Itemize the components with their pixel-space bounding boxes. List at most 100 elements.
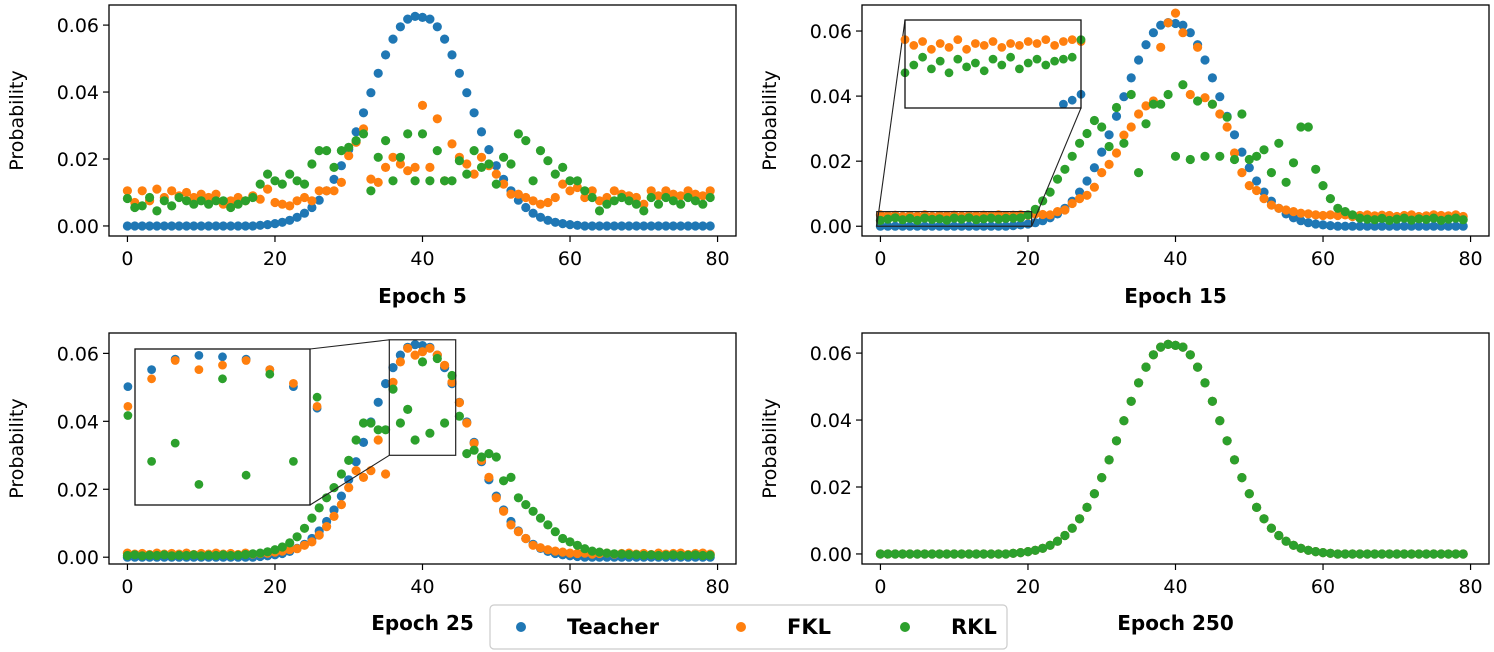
- point-rkl: [543, 520, 553, 530]
- point-teacher: [307, 202, 317, 213]
- series-teacher: [122, 11, 715, 231]
- point-teacher: [1148, 28, 1158, 38]
- point-teacher: [1362, 221, 1372, 231]
- point-teacher: [698, 221, 708, 231]
- point-fkl: [1141, 101, 1151, 111]
- point-rkl: [1126, 89, 1136, 100]
- y-tick-label: 0.02: [57, 149, 99, 171]
- point-rkl: [1252, 502, 1262, 512]
- point-fkl: [307, 196, 317, 206]
- point-teacher: [639, 221, 649, 231]
- point-teacher: [1259, 187, 1269, 197]
- point-teacher: [204, 221, 214, 231]
- point-teacher: [1414, 221, 1424, 231]
- point-rkl: [1141, 362, 1151, 372]
- point-rkl: [971, 215, 981, 225]
- point-teacher: [491, 161, 501, 171]
- inset-point-fkl: [123, 402, 133, 411]
- point-rkl: [381, 136, 391, 146]
- point-fkl: [395, 159, 405, 169]
- point-teacher: [1215, 92, 1225, 102]
- point-rkl: [1016, 213, 1026, 223]
- point-teacher: [469, 108, 479, 118]
- point-rkl: [875, 549, 886, 559]
- point-rkl: [513, 493, 524, 503]
- point-teacher: [587, 221, 597, 231]
- point-rkl: [594, 206, 605, 216]
- x-tick-label: 80: [705, 248, 729, 270]
- point-teacher: [1370, 221, 1380, 231]
- point-rkl: [1038, 543, 1048, 553]
- point-teacher: [395, 22, 405, 32]
- inset-point-rkl: [1067, 52, 1077, 62]
- point-teacher: [676, 221, 686, 231]
- point-teacher: [403, 14, 413, 24]
- point-rkl: [1170, 340, 1181, 350]
- point-rkl: [617, 549, 627, 559]
- point-rkl: [1266, 523, 1276, 533]
- point-rkl: [329, 483, 339, 493]
- legend-label-teacher: Teacher: [567, 615, 660, 639]
- inset-point-fkl: [997, 43, 1007, 52]
- point-rkl: [905, 213, 915, 223]
- x-tick-label: 0: [121, 576, 133, 598]
- point-fkl: [469, 169, 479, 179]
- point-fkl: [543, 545, 553, 555]
- point-teacher: [521, 202, 531, 213]
- point-rkl: [676, 199, 686, 209]
- point-teacher: [130, 221, 140, 231]
- point-rkl: [1200, 151, 1210, 161]
- point-fkl: [661, 186, 671, 196]
- point-rkl: [1414, 214, 1424, 224]
- inset-point-fkl: [1015, 41, 1024, 50]
- point-rkl: [521, 136, 531, 146]
- point-fkl: [167, 186, 177, 196]
- point-rkl: [594, 547, 605, 557]
- y-axis-title: Probability: [759, 398, 781, 498]
- point-teacher: [1008, 221, 1018, 231]
- point-rkl: [152, 206, 162, 216]
- point-rkl: [1067, 523, 1077, 533]
- point-rkl: [1193, 96, 1203, 106]
- point-teacher: [528, 208, 538, 218]
- point-fkl: [388, 377, 398, 387]
- point-fkl: [535, 543, 546, 553]
- point-rkl: [535, 513, 546, 523]
- point-rkl: [1347, 210, 1358, 220]
- point-rkl: [927, 214, 937, 224]
- point-rkl: [565, 176, 575, 186]
- y-tick-label: 0.06: [810, 343, 852, 365]
- point-rkl: [927, 549, 937, 559]
- point-fkl: [558, 179, 568, 189]
- inset-point-fkl: [1067, 35, 1077, 44]
- point-rkl: [1303, 545, 1313, 555]
- inset-point-rkl: [1041, 60, 1051, 70]
- point-rkl: [1458, 215, 1468, 225]
- point-rkl: [417, 129, 428, 139]
- x-tick-label: 0: [874, 248, 886, 270]
- y-tick-label: 0.04: [810, 86, 852, 108]
- point-teacher: [1119, 92, 1129, 102]
- point-rkl: [1075, 514, 1085, 524]
- point-rkl: [174, 550, 184, 560]
- point-rkl: [898, 215, 908, 225]
- series-rkl: [875, 339, 1468, 559]
- point-rkl: [521, 500, 531, 510]
- point-fkl: [1075, 194, 1085, 204]
- x-tick-label: 20: [263, 248, 287, 270]
- point-teacher: [314, 195, 324, 205]
- legend-label-fkl: FKL: [787, 615, 831, 639]
- x-tick-label: 40: [410, 576, 434, 598]
- point-fkl: [1052, 207, 1063, 217]
- inset-point-fkl: [962, 44, 971, 54]
- point-fkl: [499, 506, 509, 516]
- y-tick-label: 0.06: [57, 343, 99, 365]
- point-teacher: [1075, 187, 1085, 197]
- inset-point-fkl: [1006, 39, 1015, 48]
- point-fkl: [417, 347, 428, 357]
- point-rkl: [979, 214, 989, 224]
- point-teacher: [558, 219, 568, 229]
- point-rkl: [912, 215, 922, 225]
- point-rkl: [1333, 549, 1343, 559]
- point-fkl: [322, 186, 332, 196]
